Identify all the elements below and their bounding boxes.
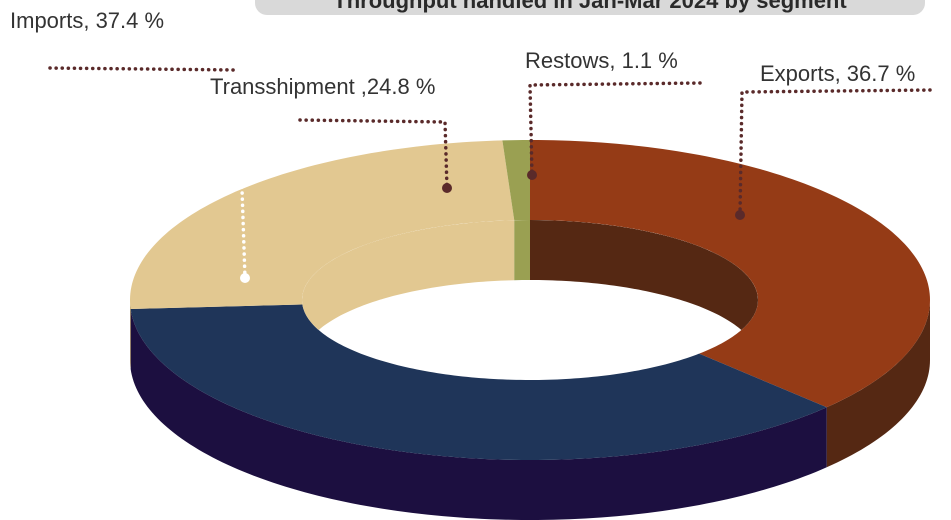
leader-line <box>738 88 932 217</box>
slice-inner <box>302 220 515 360</box>
leader-dot <box>240 273 250 283</box>
data-label: Exports, 36.7 % <box>760 61 915 86</box>
chart-title: Throughput handled in Jan-Mar 2024 by se… <box>333 0 847 13</box>
data-label: Transshipment ,24.8 % <box>210 74 435 99</box>
side-walls <box>130 300 930 520</box>
slice-side <box>826 300 930 468</box>
top-faces <box>130 140 930 460</box>
slice <box>502 140 530 221</box>
slice <box>530 140 930 408</box>
data-label: Restows, 1.1 % <box>525 48 678 73</box>
slice <box>130 140 515 310</box>
leader-line <box>48 66 240 72</box>
slice-side <box>130 300 131 370</box>
leader-line <box>298 118 449 190</box>
data-label: Imports, 37.4 % <box>10 8 164 33</box>
leader-dot <box>735 210 745 220</box>
leader-line <box>528 81 702 177</box>
slice-inner <box>514 220 530 281</box>
slice-inner <box>530 220 758 360</box>
title-box <box>255 0 925 15</box>
labels: Exports, 36.7 % Imports, 37.4 % Transshipm… <box>10 8 932 283</box>
slice <box>130 304 827 460</box>
leader-dot <box>442 183 452 193</box>
inner-walls <box>302 220 758 360</box>
leader-dot <box>527 170 537 180</box>
slice-side <box>130 309 827 520</box>
